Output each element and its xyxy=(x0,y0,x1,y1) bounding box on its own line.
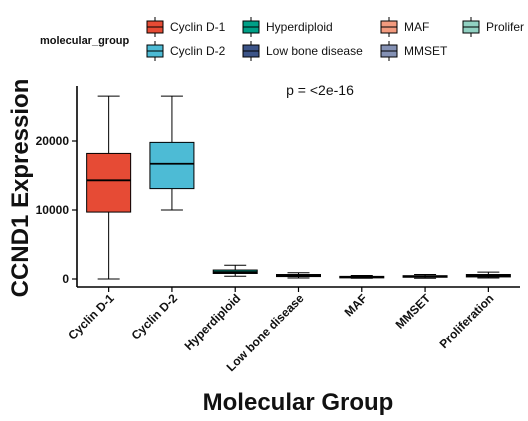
legend-item: MMSET xyxy=(380,41,448,61)
legend-item: Hyperdiploid xyxy=(242,17,333,37)
y-tick-label: 10000 xyxy=(36,203,70,217)
y-axis-title: CCND1 Expression xyxy=(7,79,34,298)
box-0 xyxy=(86,95,132,280)
x-tick-label: Proliferation xyxy=(437,291,497,351)
y-tick-label: 0 xyxy=(62,272,69,286)
x-tick-label: Cyclin D-2 xyxy=(129,291,181,343)
box-5 xyxy=(402,274,448,279)
box-3 xyxy=(276,272,321,279)
legend-label: Prolifer xyxy=(486,20,524,34)
legend-label: MMSET xyxy=(404,44,448,58)
p-value-annotation: p = <2e-16 xyxy=(286,82,354,98)
box-6 xyxy=(465,271,511,279)
legend-label: Cyclin D-2 xyxy=(170,44,226,58)
legend-item: Prolifer xyxy=(462,17,524,37)
legend-item: Low bone disease xyxy=(242,41,363,61)
legend-item: Cyclin D-2 xyxy=(146,41,226,61)
x-tick-label: MMSET xyxy=(393,291,434,332)
legend-title: molecular_group xyxy=(40,35,130,47)
box-iqr xyxy=(86,152,132,213)
legend-label: Hyperdiploid xyxy=(266,20,333,34)
legend-label: Cyclin D-1 xyxy=(170,20,226,34)
legend-label: MAF xyxy=(404,20,429,34)
y-tick-label: 20000 xyxy=(36,134,70,148)
x-tick-label: Cyclin D-1 xyxy=(65,291,117,343)
legend-item: MAF xyxy=(380,17,429,37)
x-tick-label: MAF xyxy=(342,291,370,319)
legend-item: Cyclin D-1 xyxy=(146,17,226,37)
box-2 xyxy=(212,264,258,277)
x-axis-title: Molecular Group xyxy=(203,389,394,416)
legend-label: Low bone disease xyxy=(266,44,363,58)
box-4 xyxy=(339,275,385,279)
legend: molecular_group Cyclin D-1 Cyclin D-2 Hype… xyxy=(40,17,524,61)
x-tick-label: Hyperdiploid xyxy=(182,291,244,353)
box-1 xyxy=(149,95,195,211)
box-iqr xyxy=(149,141,195,190)
